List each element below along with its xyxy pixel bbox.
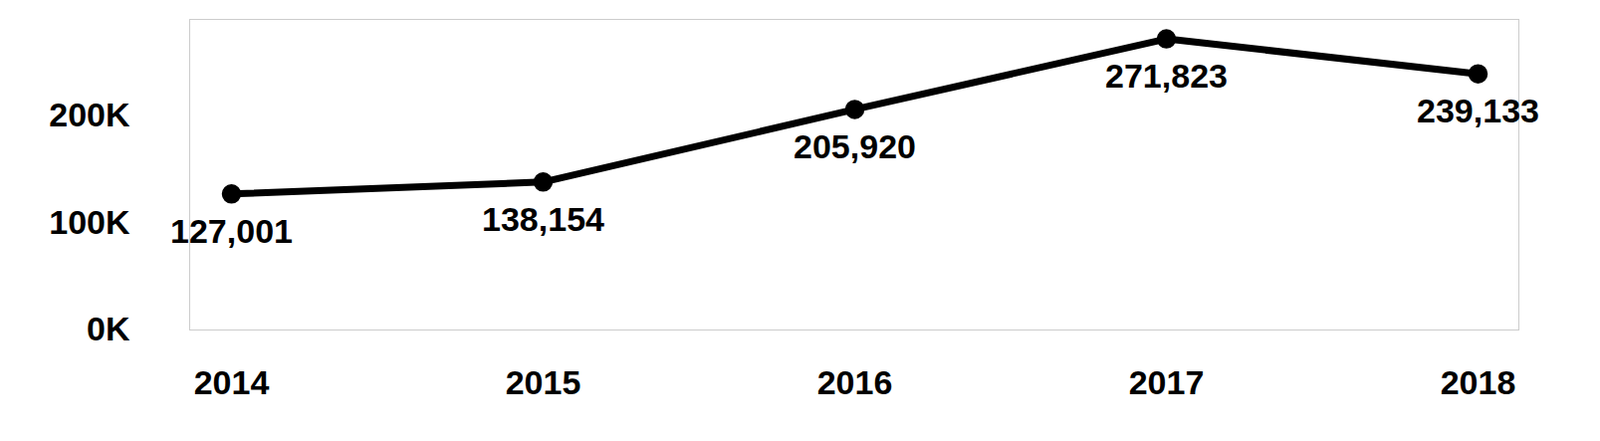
svg-text:2017: 2017 — [1129, 363, 1205, 402]
svg-text:100K: 100K — [48, 203, 131, 241]
svg-text:127,001: 127,001 — [170, 212, 293, 250]
svg-text:239,133: 239,133 — [1416, 91, 1540, 130]
svg-text:200K: 200K — [48, 95, 131, 134]
svg-text:2018: 2018 — [1440, 363, 1517, 402]
svg-text:2014: 2014 — [194, 363, 270, 402]
svg-text:2015: 2015 — [505, 363, 582, 402]
svg-text:2016: 2016 — [817, 363, 894, 402]
svg-text:138,154: 138,154 — [481, 200, 605, 238]
svg-text:0K: 0K — [86, 309, 131, 348]
svg-text:205,920: 205,920 — [793, 127, 916, 166]
svg-text:271,823: 271,823 — [1105, 56, 1228, 95]
